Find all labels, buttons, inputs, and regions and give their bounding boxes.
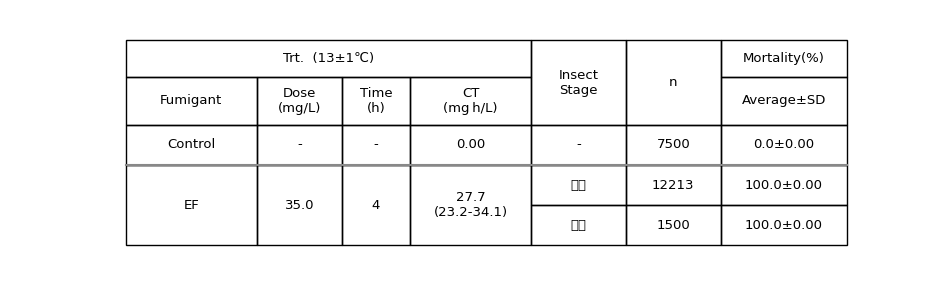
- Text: 27.7
(23.2-34.1): 27.7 (23.2-34.1): [434, 191, 508, 219]
- Text: Fumigant: Fumigant: [160, 94, 222, 107]
- Text: 4: 4: [372, 199, 381, 212]
- Bar: [720, 76, 847, 125]
- Bar: [126, 76, 256, 125]
- Bar: [720, 125, 847, 165]
- Text: 12213: 12213: [652, 179, 695, 192]
- Text: n: n: [669, 76, 678, 89]
- Bar: [626, 205, 720, 245]
- Bar: [720, 40, 847, 76]
- Bar: [410, 76, 531, 125]
- Text: Control: Control: [167, 138, 215, 151]
- Bar: [256, 76, 343, 125]
- Text: 35.0: 35.0: [285, 199, 314, 212]
- Text: Average±SD: Average±SD: [741, 94, 826, 107]
- Bar: [531, 40, 626, 125]
- Text: -: -: [374, 138, 379, 151]
- Text: Dose
(mg/L): Dose (mg/L): [278, 87, 321, 115]
- Text: 약충: 약충: [570, 179, 586, 192]
- Text: 1500: 1500: [657, 219, 690, 232]
- Text: 0.00: 0.00: [456, 138, 485, 151]
- Text: EF: EF: [183, 199, 199, 212]
- Bar: [720, 205, 847, 245]
- Bar: [531, 165, 626, 205]
- Bar: [126, 165, 256, 245]
- Text: -: -: [297, 138, 302, 151]
- Text: 100.0±0.00: 100.0±0.00: [745, 179, 823, 192]
- Bar: [531, 205, 626, 245]
- Text: 0.0±0.00: 0.0±0.00: [754, 138, 814, 151]
- Bar: [126, 125, 256, 165]
- Bar: [720, 165, 847, 205]
- Text: -: -: [576, 138, 581, 151]
- Bar: [343, 76, 410, 125]
- Bar: [410, 165, 531, 245]
- Bar: [343, 125, 410, 165]
- Text: 성충: 성충: [570, 219, 586, 232]
- Text: 100.0±0.00: 100.0±0.00: [745, 219, 823, 232]
- Text: Time
(h): Time (h): [360, 87, 392, 115]
- Text: Insect
Stage: Insect Stage: [559, 69, 599, 97]
- Bar: [626, 40, 720, 125]
- Text: Trt.  (13±1℃): Trt. (13±1℃): [283, 52, 374, 65]
- Bar: [531, 125, 626, 165]
- Text: CT
(mg h/L): CT (mg h/L): [443, 87, 498, 115]
- Text: Mortality(%): Mortality(%): [743, 52, 825, 65]
- Bar: [126, 40, 531, 76]
- Bar: [626, 125, 720, 165]
- Bar: [626, 165, 720, 205]
- Bar: [343, 165, 410, 245]
- Bar: [256, 125, 343, 165]
- Bar: [410, 125, 531, 165]
- Bar: [256, 165, 343, 245]
- Text: 7500: 7500: [657, 138, 690, 151]
